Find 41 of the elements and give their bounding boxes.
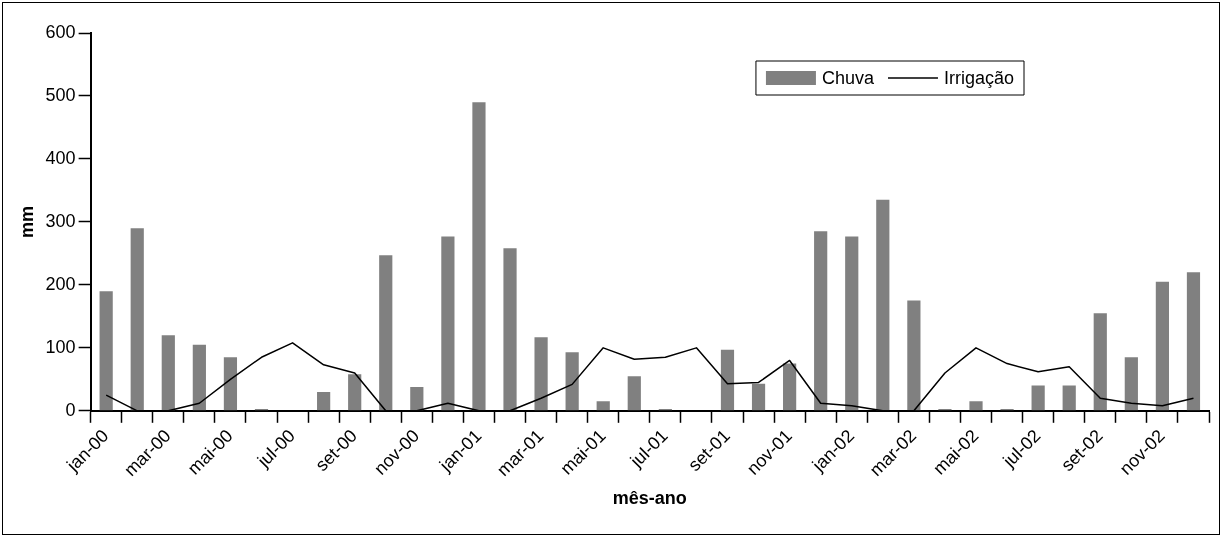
bar [161,335,175,411]
bar [441,236,455,411]
y-tick-label: 600 [45,21,76,42]
bar [876,199,890,411]
bar [907,300,921,411]
legend-label: Irrigação [943,67,1014,88]
bar [1062,385,1076,411]
y-tick-label: 100 [45,336,76,357]
bar [814,231,828,411]
y-tick-label: 500 [45,84,76,105]
y-axis-title: mm [16,205,37,238]
bar [1155,281,1169,411]
bar [379,255,393,411]
bar [1093,313,1107,411]
y-tick-label: 300 [45,210,76,231]
bar [1031,385,1045,411]
bar [534,337,548,411]
bar [317,391,331,411]
bar [130,228,144,411]
legend-label: Chuva [821,67,875,88]
bar [969,401,983,411]
bar [783,363,797,411]
bar [596,401,610,411]
bar [348,374,362,411]
bar [472,102,486,411]
y-tick-label: 400 [45,147,76,168]
y-tick-label: 0 [65,399,76,420]
bar [565,352,579,411]
bar [845,236,859,411]
bar [720,349,735,411]
bar [223,357,238,411]
bar [99,291,113,411]
bar [503,248,517,411]
bar [192,344,206,411]
y-tick-label: 200 [45,273,76,294]
bar [1124,357,1138,411]
bar [751,383,766,411]
bar [1186,272,1201,411]
x-axis-title: mês-ano [612,488,687,509]
bar [627,376,641,411]
bar [410,386,424,411]
